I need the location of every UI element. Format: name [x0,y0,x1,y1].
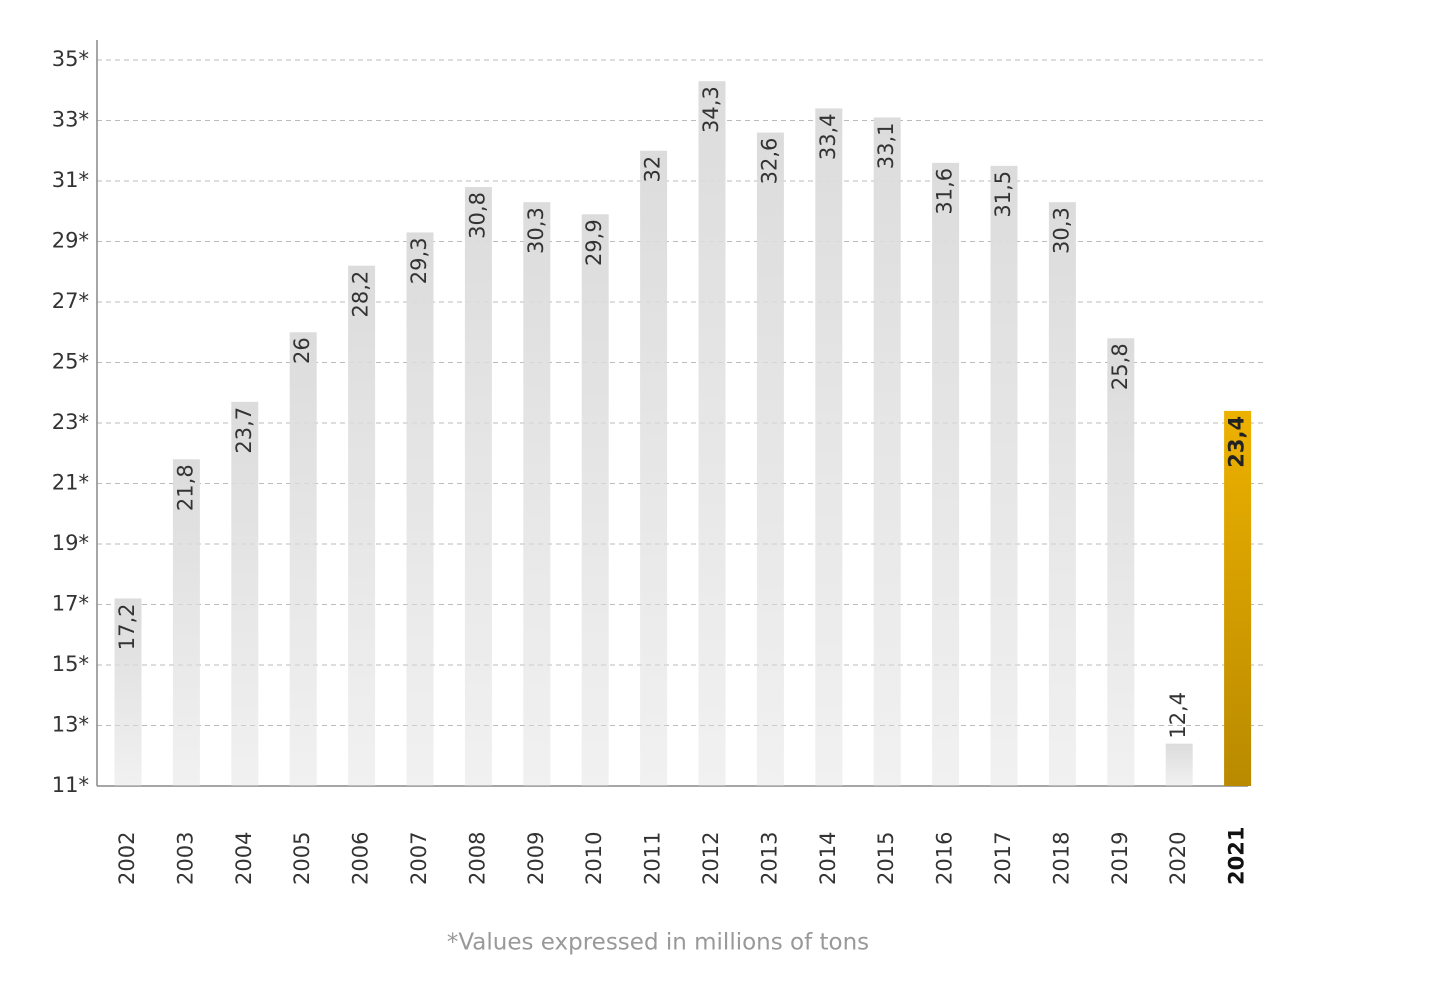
bar [815,108,843,786]
bar [1107,338,1135,786]
bar [640,150,668,786]
x-tick-label: 2009 [524,832,548,885]
x-tick-label: 2008 [465,832,489,885]
x-tick-label: 2020 [1166,832,1190,885]
bar [172,459,200,786]
value-label: 33,1 [874,122,898,169]
value-label: 32,6 [757,138,781,185]
value-label: 26 [290,337,314,364]
x-tick-label: 2018 [1049,832,1073,885]
value-label: 12,4 [1166,692,1190,739]
value-label: 25,8 [1108,343,1132,390]
y-tick-label: 15* [52,652,89,676]
bar [464,187,492,787]
value-label: 33,4 [816,113,840,160]
bar [1048,202,1076,787]
y-tick-label: 11* [52,773,89,797]
x-tick-label: 2017 [991,832,1015,885]
x-tick-label: 2006 [349,832,373,885]
value-label: 21,8 [173,464,197,511]
value-label: 29,9 [582,219,606,266]
bar [990,165,1018,786]
x-tick-label: 2014 [816,832,840,885]
value-label: 31,5 [991,171,1015,218]
value-label: 23,4 [1225,416,1249,468]
bar [873,117,901,787]
y-tick-label: 35* [52,47,89,71]
y-tick-label: 25* [52,350,89,374]
x-tick-label: 2005 [290,832,314,885]
value-label: 34,3 [699,86,723,133]
bar [348,265,376,786]
bar [756,132,784,787]
y-tick-label: 21* [52,471,89,495]
y-tick-label: 23* [52,410,89,434]
bar [581,214,609,786]
bar [406,232,434,787]
y-tick-label: 17* [52,592,89,616]
x-tick-label: 2010 [582,832,606,885]
bar [289,332,317,786]
bar [114,598,142,786]
x-tick-label: 2004 [232,832,256,885]
y-tick-label: 19* [52,531,89,555]
bar [698,81,726,787]
x-tick-label: 2003 [173,832,197,885]
y-tick-label: 33* [52,108,89,132]
footnote: *Values expressed in millions of tons [447,930,869,956]
bar [932,162,960,787]
value-label: 23,7 [232,407,256,454]
x-tick-label: 2007 [407,832,431,885]
value-label: 29,3 [407,237,431,284]
value-label: 17,2 [115,603,139,650]
y-tick-label: 31* [52,168,89,192]
x-tick-label: 2013 [757,832,781,885]
value-label: 30,8 [465,192,489,239]
bar-shade [1224,410,1252,786]
value-label: 28,2 [349,271,373,318]
y-tick-label: 29* [52,229,89,253]
x-tick-label: 2012 [699,832,723,885]
bar [231,401,259,786]
bar [523,202,551,787]
y-tick-label: 13* [52,713,89,737]
x-tick-label: 2019 [1108,832,1132,885]
value-label: 31,6 [933,168,957,215]
x-tick-label: 2011 [641,832,665,885]
x-tick-label: 2002 [115,832,139,885]
value-label: 32 [641,156,665,183]
y-tick-label: 27* [52,289,89,313]
x-tick-label: 2021 [1225,827,1249,885]
value-label: 30,3 [524,207,548,254]
x-tick-label: 2016 [933,832,957,885]
bar [1165,743,1193,786]
value-label: 30,3 [1049,207,1073,254]
x-tick-label: 2015 [874,832,898,885]
